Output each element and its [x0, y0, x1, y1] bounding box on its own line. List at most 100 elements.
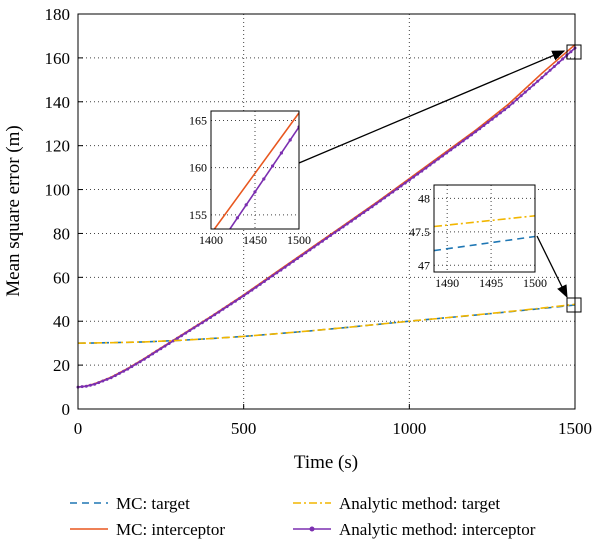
series-marker-analytic-method-interceptor	[453, 145, 457, 149]
inset-interceptor-y-tick-label-155: 155	[189, 208, 207, 222]
inset-target-x-tick-label-1495: 1495	[479, 276, 503, 290]
x-tick-label-1000: 1000	[392, 419, 426, 438]
series-marker-analytic-method-interceptor	[246, 291, 250, 295]
legend-item-mc-target: MC: target	[70, 494, 190, 513]
legend-item-analytic-interceptor: Analytic method: interceptor	[293, 520, 536, 539]
inset-interceptor-x-tick-label-1400: 1400	[199, 233, 223, 247]
inset-target-x-tick-label-1490: 1490	[435, 276, 459, 290]
series-marker-analytic-method-interceptor	[175, 336, 179, 340]
inset-interceptor-y-tick-label-165: 165	[189, 113, 207, 127]
series-marker-analytic-method-interceptor	[465, 136, 469, 140]
series-marker-analytic-method-interceptor	[105, 377, 109, 381]
inset-target-x-tick-label-1500: 1500	[523, 276, 547, 290]
series-marker-analytic-method-interceptor	[519, 94, 523, 98]
series-marker-analytic-method-interceptor	[349, 219, 353, 223]
series-marker-analytic-method-interceptor	[262, 280, 266, 283]
zoom-arrow-target	[536, 235, 568, 299]
series-marker-analytic-method-interceptor	[287, 262, 291, 266]
series-marker-analytic-method-interceptor	[540, 76, 544, 80]
series-marker-analytic-method-interceptor	[250, 288, 254, 292]
series-marker-analytic-method-interceptor	[507, 105, 511, 109]
legend-marker-analytic-interceptor	[309, 526, 315, 532]
series-marker-analytic-method-interceptor	[316, 242, 320, 246]
y-tick-label-120: 120	[45, 137, 71, 156]
series-marker-analytic-method-interceptor	[482, 124, 486, 127]
series-marker-analytic-method-interceptor	[441, 154, 444, 158]
series-marker-analytic-method-interceptor	[556, 61, 560, 65]
inset-interceptor-series	[213, 112, 299, 232]
inset-interceptor-x-tick-label-1450: 1450	[243, 233, 267, 247]
series-marker-analytic-method-interceptor	[225, 305, 229, 309]
series-marker-analytic-method-interceptor	[167, 342, 171, 345]
series-marker-analytic-method-interceptor	[238, 297, 241, 300]
series-marker-analytic-method-interceptor	[391, 190, 395, 194]
zoom-box-target	[566, 297, 582, 313]
inset-interceptor-x-tick-label-1500: 1500	[287, 233, 311, 247]
series-marker-analytic-method-interceptor	[424, 166, 428, 170]
series-marker-analytic-method-interceptor	[461, 139, 465, 143]
inset-target-ticks: 1490 1495 1500 47 47.5 48	[409, 191, 547, 290]
series-marker-analytic-method-interceptor	[88, 383, 92, 387]
series-marker-analytic-method-interceptor	[345, 222, 349, 226]
series-marker-analytic-method-interceptor	[296, 257, 299, 260]
series-marker-analytic-method-interceptor	[383, 196, 386, 200]
zoom-arrow-interceptor	[298, 50, 566, 164]
series-marker-analytic-method-interceptor	[403, 181, 407, 185]
series-marker-analytic-method-interceptor	[366, 208, 370, 212]
series-marker-analytic-method-interceptor	[122, 369, 126, 373]
main-series	[76, 44, 577, 389]
legend-item-analytic-target: Analytic method: target	[293, 494, 500, 513]
series-marker-analytic-method-interceptor	[80, 385, 84, 389]
series-marker-analytic-method-interceptor	[552, 65, 556, 68]
series-marker-analytic-method-interceptor	[258, 282, 262, 286]
series-marker-analytic-method-interceptor	[188, 329, 192, 332]
series-marker-analytic-method-interceptor	[341, 225, 345, 229]
inset-interceptor-series-marker-analytic-method-interceptor	[262, 177, 266, 181]
legend-label-analytic-interceptor: Analytic method: interceptor	[339, 520, 536, 539]
inset-target-series-line-mc-target	[434, 235, 535, 252]
inset-interceptor-series-marker-analytic-method-interceptor	[279, 151, 283, 155]
legend-label-mc-interceptor: MC: interceptor	[116, 520, 225, 539]
series-marker-analytic-method-interceptor	[109, 376, 113, 380]
series-marker-analytic-method-interceptor	[209, 316, 212, 319]
x-axis-label: Time (s)	[294, 452, 358, 473]
inset-target-grid	[434, 185, 535, 272]
series-marker-analytic-method-interceptor	[229, 302, 233, 306]
legend-item-mc-interceptor: MC: interceptor	[70, 520, 225, 539]
inset-interceptor-y-tick-label-160: 160	[189, 161, 207, 175]
series-marker-analytic-method-interceptor	[370, 205, 374, 209]
inset-interceptor-ticks: 1400 1450 1500 155 160 165	[189, 113, 311, 247]
series-marker-analytic-method-interceptor	[304, 251, 308, 255]
series-marker-analytic-method-interceptor	[407, 178, 411, 182]
inset-interceptor-frame	[210, 110, 300, 230]
series-marker-analytic-method-interceptor	[515, 97, 519, 101]
series-marker-analytic-method-interceptor	[130, 365, 134, 369]
x-tick-label-0: 0	[74, 419, 83, 438]
series-marker-analytic-method-interceptor	[192, 326, 196, 330]
series-marker-analytic-method-interceptor	[478, 127, 482, 131]
zoom-box-interceptor	[566, 44, 582, 60]
legend-label-mc-target: MC: target	[116, 494, 190, 513]
series-marker-analytic-method-interceptor	[420, 169, 424, 173]
series-marker-analytic-method-interceptor	[146, 355, 150, 359]
series-marker-analytic-method-interceptor	[308, 248, 312, 252]
inset-interceptor-series-marker-analytic-method-interceptor	[227, 229, 230, 232]
series-marker-analytic-method-interceptor	[436, 157, 440, 161]
series-marker-analytic-method-interceptor	[544, 72, 548, 76]
series-marker-analytic-method-interceptor	[300, 254, 304, 258]
series-line-mc-target	[77, 304, 576, 344]
series-marker-analytic-method-interceptor	[126, 367, 130, 371]
series-marker-analytic-method-interceptor	[470, 133, 473, 137]
series-marker-analytic-method-interceptor	[138, 360, 142, 364]
series-marker-analytic-method-interceptor	[511, 101, 515, 105]
series-marker-analytic-method-interceptor	[101, 379, 105, 383]
inset-target-y-tick-label-48: 48	[418, 191, 430, 205]
series-marker-analytic-method-interceptor	[97, 381, 101, 385]
series-marker-analytic-method-interceptor	[204, 318, 208, 322]
inset-target-series-line-analytic-method-target	[434, 215, 535, 228]
y-axis-label: Mean square error (m)	[3, 125, 24, 296]
inset-interceptor-series-marker-analytic-method-interceptor	[288, 138, 292, 142]
legend: MC: target MC: interceptor Analytic meth…	[70, 494, 536, 539]
series-marker-analytic-method-interceptor	[532, 83, 536, 87]
series-marker-analytic-method-interceptor	[329, 234, 333, 237]
